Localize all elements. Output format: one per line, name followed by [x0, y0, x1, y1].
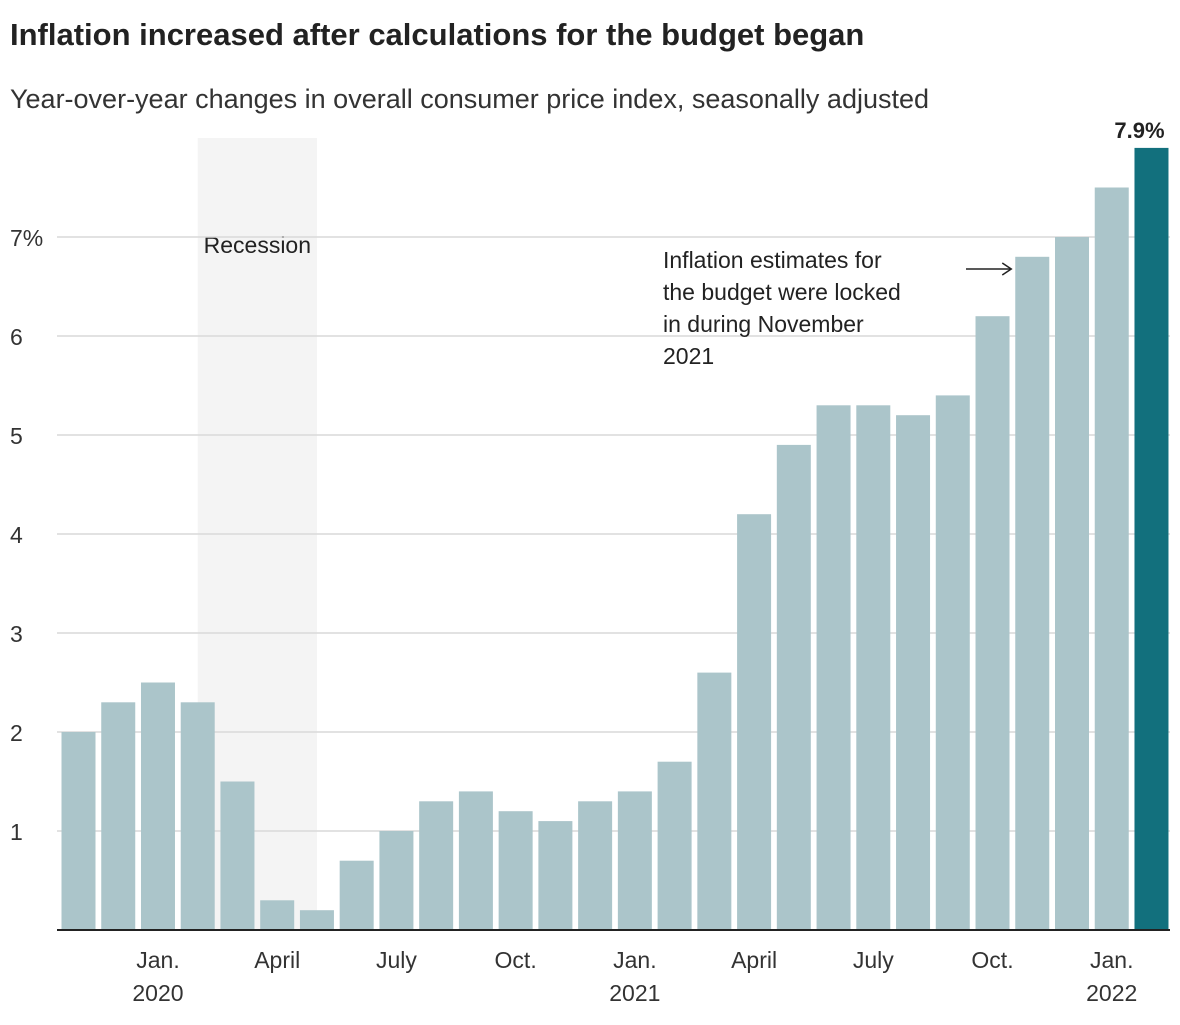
y-tick-label: 1 [10, 819, 23, 845]
bar [776, 444, 811, 930]
arrow-icon [1001, 262, 1013, 276]
x-axis: Jan. 2020 April July Oct. Jan. 2021 April July Oc… [57, 929, 1170, 1006]
bar [1015, 256, 1050, 930]
bar [379, 831, 414, 930]
bar [180, 702, 215, 930]
bar [339, 860, 374, 930]
x-tick-year: 2022 [1086, 980, 1137, 1006]
bar [458, 791, 493, 930]
x-tick-month: Jan. [1090, 947, 1133, 973]
bar [737, 514, 772, 930]
bar [975, 316, 1010, 930]
y-tick-label: 7% [10, 225, 43, 251]
x-tick-month: July [376, 947, 417, 973]
bars: 7.9% [61, 118, 1169, 930]
annotation: Inflation estimates for the budget were l… [663, 247, 1013, 369]
highlight-value-label: 7.9% [1114, 118, 1164, 143]
annotation-text: in during November [663, 311, 864, 337]
bar [1055, 237, 1089, 930]
y-tick-label: 6 [10, 324, 23, 350]
x-tick-month: July [853, 947, 894, 973]
x-tick-month: Oct. [971, 947, 1013, 973]
annotation-text: Inflation estimates for [663, 247, 882, 273]
bar [61, 732, 96, 930]
bar [260, 900, 295, 930]
x-tick-year: 2021 [609, 980, 660, 1006]
bar [578, 801, 613, 930]
bar [299, 910, 334, 930]
y-tick-label: 3 [10, 621, 23, 647]
chart-subtitle: Year-over-year changes in overall consum… [10, 84, 929, 114]
y-tick-label: 2 [10, 720, 23, 746]
x-tick-month: Oct. [495, 947, 537, 973]
bar [140, 682, 175, 930]
x-tick-month: Jan. [613, 947, 656, 973]
bar [697, 672, 732, 930]
bar [1134, 147, 1169, 930]
y-tick-label: 5 [10, 423, 23, 449]
annotation-text: the budget were locked [663, 279, 901, 305]
annotation-text: 2021 [663, 343, 714, 369]
recession-label: Recession [204, 232, 311, 258]
chart-title: Inflation increased after calculations f… [10, 17, 864, 52]
bar [856, 405, 891, 930]
bar [220, 781, 255, 930]
bar [657, 761, 692, 930]
bar [498, 811, 533, 930]
x-tick-year: 2020 [132, 980, 183, 1006]
bar [935, 395, 970, 930]
bar [419, 801, 454, 930]
bar [816, 405, 851, 930]
bar [617, 791, 652, 930]
x-tick-month: Jan. [136, 947, 179, 973]
bar [538, 821, 573, 930]
bar [1094, 187, 1129, 930]
x-tick-month: April [254, 947, 300, 973]
x-tick-month: April [731, 947, 777, 973]
bar [896, 415, 931, 930]
y-tick-label: 4 [10, 522, 23, 548]
bar [101, 702, 136, 930]
